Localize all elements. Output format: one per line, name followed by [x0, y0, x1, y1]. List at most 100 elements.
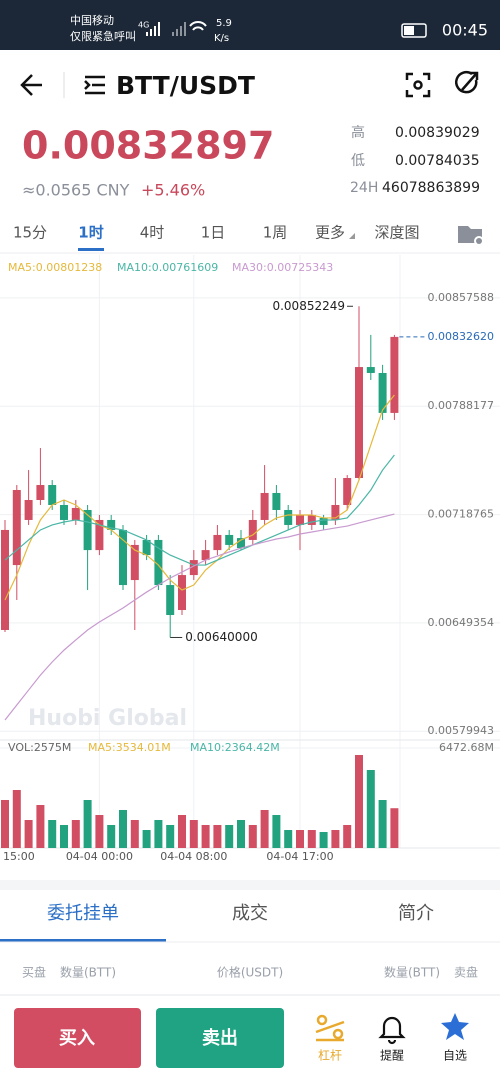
interval-tab[interactable]: 深度图	[374, 224, 419, 242]
y-tick-label: 0.00788177	[428, 399, 494, 412]
x-tick-label: 04-04 00:00	[66, 850, 133, 863]
tab-indicator	[0, 939, 166, 942]
volume-bar	[355, 754, 363, 848]
volume-bar	[119, 809, 127, 848]
candle-body	[248, 519, 257, 540]
settings-icon[interactable]	[458, 226, 484, 246]
candle-body	[331, 504, 340, 520]
candle-body	[343, 477, 352, 505]
cny-price: ≈0.0565 CNY	[22, 181, 130, 200]
volume-bar	[36, 805, 45, 848]
buy-label: 买入	[59, 1028, 95, 1049]
interval-tab[interactable]: 1时	[78, 224, 103, 242]
volume-bar	[201, 824, 210, 848]
candle-body	[201, 550, 210, 561]
emergency: 仅限紧急呼叫	[70, 29, 136, 43]
volume-bar	[237, 820, 245, 848]
candle-body	[154, 539, 163, 586]
candle-body	[119, 529, 127, 586]
high-label: 高	[351, 124, 365, 141]
ma-label: MA5:0.00801238	[8, 261, 102, 274]
y-tick-label: 0.00649354	[428, 616, 494, 629]
clock: 00:45	[442, 21, 488, 40]
interval-tab[interactable]: 1周	[263, 224, 288, 242]
candle-body	[24, 499, 33, 520]
interval-tab[interactable]: 15分	[13, 224, 47, 242]
volume-bar	[272, 814, 281, 848]
margin-icon[interactable]	[315, 1014, 345, 1042]
volume-bar	[71, 820, 80, 848]
volume-bar	[284, 830, 293, 848]
candle-body	[284, 509, 293, 525]
y-tick-label: 0.00718765	[428, 508, 494, 521]
candle-body	[260, 492, 269, 520]
kline-chart: Huobi Global 15:00 04-04 00:00 04-04 08:00 0…	[0, 255, 500, 863]
ma-line	[4, 454, 395, 566]
menu-icon[interactable]	[84, 75, 105, 95]
bottom-tabs: 委托挂单 成交 简介	[47, 903, 434, 924]
volume-bar	[225, 824, 234, 848]
candle-body	[319, 517, 328, 525]
section-gap	[0, 880, 500, 890]
scan-icon[interactable]	[405, 72, 431, 98]
interval-tab[interactable]: 1日	[201, 224, 226, 242]
volume-label: MA5:3534.01M	[88, 741, 171, 754]
last-price: 0.00832897	[22, 124, 274, 168]
volume-bar	[178, 814, 186, 848]
section-tab[interactable]: 成交	[232, 903, 268, 924]
low-marker-label: 0.00640000	[185, 630, 258, 644]
pair-title: BTT/USDT	[116, 71, 255, 100]
vol-value: 46078863899	[382, 180, 480, 196]
back-button[interactable]	[20, 74, 42, 96]
low-label: 低	[351, 153, 365, 169]
volume-bar	[12, 790, 21, 848]
volume-bar	[60, 824, 68, 848]
section-tab[interactable]: 委托挂单	[47, 903, 119, 924]
candle-body	[237, 538, 245, 549]
column-header: 数量(BTT)	[60, 965, 116, 980]
volume-bar	[378, 799, 387, 848]
candle-body	[1, 529, 9, 630]
candle-body	[71, 507, 80, 520]
candle-body	[60, 504, 68, 520]
volume-bar	[248, 824, 257, 848]
volume-bar	[307, 830, 316, 848]
candle-body	[189, 560, 198, 576]
volume-label: MA10:2364.42M	[190, 741, 280, 754]
low-value: 0.00784035	[395, 153, 480, 169]
candle-body	[130, 544, 139, 581]
high-marker-label: 0.00852249	[272, 299, 345, 313]
volume-bar	[296, 830, 304, 848]
candle-body	[378, 372, 387, 413]
speed-unit: K/s	[214, 33, 229, 44]
volume-bar	[331, 830, 340, 848]
candle-body	[36, 485, 45, 500]
interval-tab[interactable]: 4时	[140, 224, 165, 242]
more-arrow	[349, 233, 355, 239]
alert-label: 提醒	[380, 1048, 404, 1063]
alert-icon[interactable]	[378, 1016, 406, 1045]
volume-bar	[260, 809, 269, 848]
sell-label: 卖出	[202, 1027, 238, 1049]
order-book-header: 买盘 数量(BTT) 价格(USDT) 数量(BTT) 卖盘	[22, 965, 478, 980]
candle-body	[166, 585, 175, 616]
sell-button[interactable]	[156, 1008, 284, 1068]
buy-button[interactable]	[14, 1008, 141, 1068]
volume-bar	[366, 769, 375, 848]
favorite-icon[interactable]	[441, 1013, 469, 1040]
share-icon[interactable]	[455, 70, 479, 94]
volume-bar	[189, 820, 198, 848]
watermark: Huobi Global	[28, 706, 187, 731]
candle-body	[225, 534, 234, 545]
candle-body	[12, 490, 21, 566]
candle-body	[142, 539, 151, 556]
interval-tab[interactable]: 更多	[315, 224, 345, 242]
candle-body	[366, 367, 375, 373]
y-tick-label: 6472.68M	[439, 741, 494, 754]
high-value: 0.00839029	[395, 125, 480, 141]
vol-label: 24H	[350, 180, 378, 196]
candle-body	[83, 509, 92, 551]
section-tab[interactable]: 简介	[398, 903, 434, 924]
